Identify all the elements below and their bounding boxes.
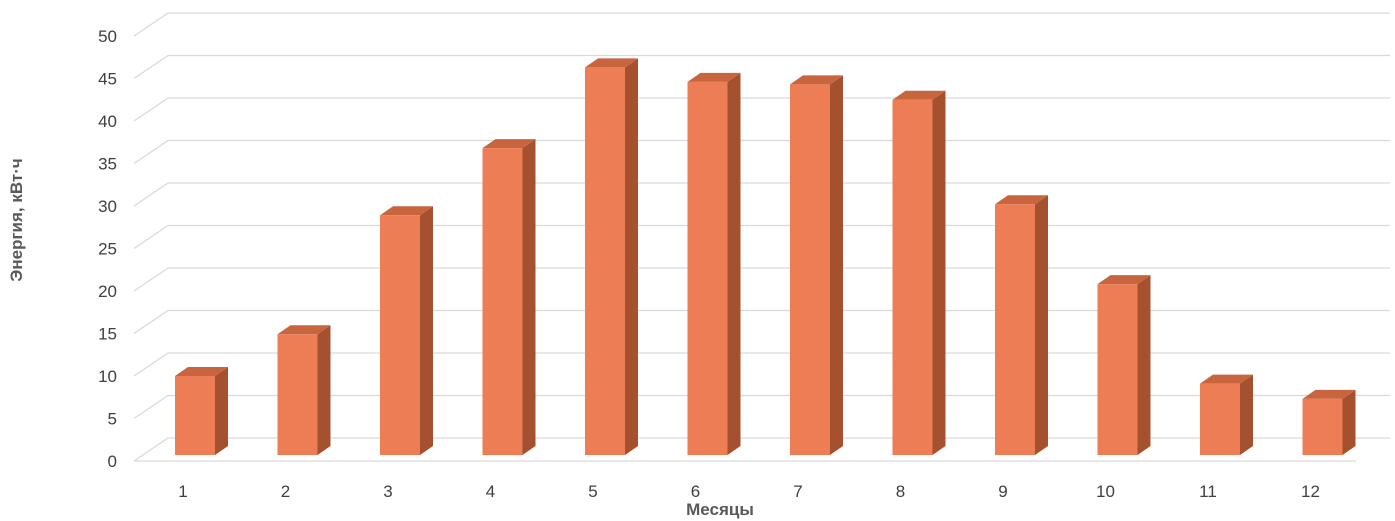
x-tick-label: 5	[588, 482, 597, 501]
bar-top	[995, 195, 1048, 205]
bar	[1097, 275, 1151, 455]
bar-front	[687, 81, 728, 455]
bar	[277, 325, 331, 455]
bar-front	[482, 148, 523, 455]
y-tick-labels: 0 5 10 15 20 25 30 35 40 45 50	[98, 27, 117, 471]
x-tick-label: 8	[896, 482, 905, 501]
bar-front	[175, 375, 215, 455]
gridline	[133, 182, 1390, 207]
bar-side	[522, 139, 536, 455]
bar-front	[380, 215, 420, 455]
y-tick-label: 40	[98, 112, 117, 131]
x-tick-label: 12	[1301, 482, 1320, 501]
x-tick-label: 11	[1199, 482, 1217, 501]
bar-front	[892, 99, 933, 455]
x-tick-label: 10	[1096, 482, 1115, 501]
bar-front	[585, 67, 625, 456]
bar-side	[727, 72, 741, 455]
gridline	[133, 54, 1390, 80]
bar-top	[1097, 275, 1151, 285]
y-tick-label: 30	[98, 197, 117, 216]
y-tick-label: 25	[98, 240, 117, 259]
bars	[175, 58, 1356, 456]
y-tick-label: 5	[108, 410, 117, 429]
y-tick-label: 50	[98, 27, 117, 46]
x-tick-label: 3	[383, 482, 392, 501]
bar	[790, 75, 843, 456]
bar	[687, 72, 741, 455]
y-tick-label: 35	[98, 155, 117, 174]
y-axis-title: Энергия, кВт·ч	[7, 158, 26, 282]
bar-top	[585, 58, 638, 68]
bar-side	[1240, 374, 1253, 455]
bar-top	[482, 139, 536, 149]
bar-top	[790, 75, 843, 85]
bar	[585, 58, 638, 456]
bar-top	[892, 90, 946, 100]
x-tick-label: 1	[178, 482, 187, 501]
y-tick-label: 20	[98, 282, 117, 301]
bar-front	[277, 334, 318, 455]
gridline	[133, 437, 1390, 462]
bar	[482, 139, 536, 455]
bar	[1200, 374, 1253, 455]
gridline	[133, 267, 1390, 292]
bar-front	[1200, 383, 1240, 455]
bar	[892, 90, 946, 455]
bar-side	[625, 58, 638, 456]
y-tick-label: 0	[108, 452, 117, 471]
bar	[1302, 389, 1356, 455]
bar-side	[317, 325, 331, 455]
gridline	[133, 309, 1390, 335]
bar-front	[1302, 398, 1343, 455]
x-tick-labels: 1 2 3 4 5 6 7 8 9 10 11 12	[178, 482, 1320, 501]
bar-top	[175, 366, 228, 376]
bar-side	[830, 75, 843, 456]
bar-side	[1137, 275, 1151, 455]
bar-front	[790, 84, 830, 456]
x-axis-title: Месяцы	[686, 500, 754, 519]
gridline	[133, 139, 1390, 165]
bar-top	[687, 72, 741, 82]
bar-side	[1342, 389, 1356, 455]
y-tick-label: 10	[98, 367, 117, 386]
gridline	[133, 394, 1390, 420]
bar	[995, 195, 1048, 455]
x-tick-label: 2	[281, 482, 290, 501]
x-tick-label: 6	[691, 482, 700, 501]
y-tick-label: 15	[98, 325, 117, 344]
bar-front	[995, 204, 1035, 455]
bar-top	[380, 206, 433, 216]
gridlines	[133, 12, 1390, 462]
bar-side	[420, 206, 433, 455]
x-tick-label: 9	[998, 482, 1007, 501]
bar-side	[215, 366, 228, 455]
bar-side	[1035, 195, 1048, 455]
gridline	[133, 224, 1390, 250]
bar-front	[1097, 284, 1138, 455]
x-tick-label: 4	[486, 482, 495, 501]
x-tick-label: 7	[793, 482, 802, 501]
bar-top	[1302, 389, 1356, 399]
bar	[380, 206, 433, 455]
gridline	[133, 12, 1390, 37]
gridline	[133, 352, 1390, 377]
bar-top	[277, 325, 331, 335]
y-tick-label: 45	[98, 70, 117, 89]
bar-top	[1200, 374, 1253, 384]
bar-side	[932, 90, 946, 455]
gridline	[133, 97, 1390, 122]
bar	[175, 366, 228, 455]
